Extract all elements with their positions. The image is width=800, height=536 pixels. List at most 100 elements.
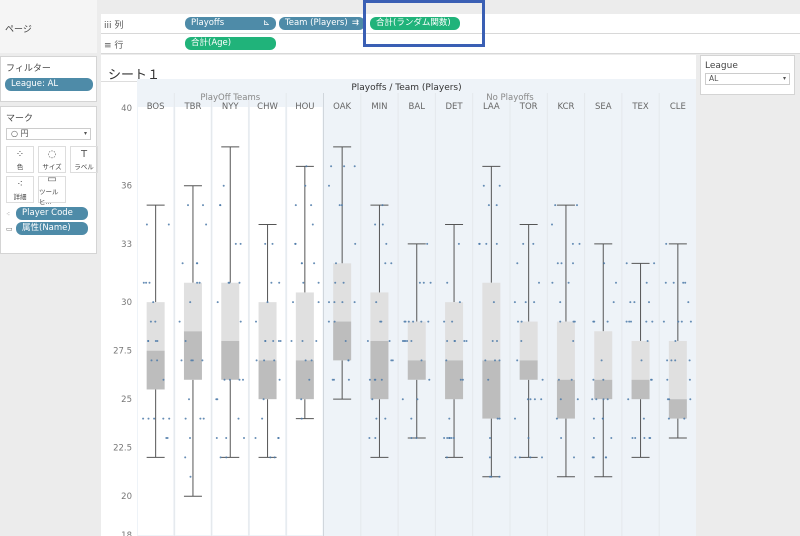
data-point (243, 437, 245, 439)
data-point (677, 320, 680, 323)
data-point (310, 204, 313, 207)
data-point (498, 359, 501, 362)
column-pill-random[interactable]: 合計(ランダム関数) (370, 17, 460, 30)
data-point (338, 204, 341, 207)
data-point (190, 359, 193, 362)
data-point (290, 340, 293, 342)
mark-button-detail[interactable]: ⁖ 詳細 (6, 176, 34, 203)
data-point (498, 417, 501, 420)
marks-fields: ⁖ Player Code ▭ 属性(Name) (1, 207, 96, 235)
data-point (381, 204, 384, 207)
mark-button-size[interactable]: ◌ サイズ (38, 146, 66, 173)
data-point (573, 320, 576, 323)
columns-shelf-label: iii 列 (104, 21, 124, 31)
box-upper-half (407, 321, 426, 361)
boxplot-chart[interactable]: Playoffs / Team (Players) PlayOff Teams No… (101, 55, 696, 536)
data-point (448, 437, 451, 439)
data-point (615, 281, 617, 284)
data-point (205, 223, 208, 226)
data-point (672, 281, 675, 284)
data-point (605, 456, 608, 459)
data-point (491, 340, 494, 342)
data-point (629, 301, 632, 304)
sort-icon: ⊾ (262, 18, 270, 28)
box-upper-half (183, 282, 202, 332)
box-lower-half (407, 360, 426, 380)
data-point (216, 301, 219, 304)
data-point (429, 281, 432, 284)
data-point (304, 359, 307, 362)
group-label-playoff: PlayOff Teams (200, 93, 260, 103)
data-point (571, 242, 574, 245)
data-point (688, 359, 691, 362)
data-point (448, 417, 451, 420)
data-point (342, 281, 345, 284)
data-point (570, 378, 573, 381)
box-lower-half (556, 379, 575, 419)
data-point (648, 437, 651, 439)
pill-text: 合計(Age) (191, 38, 232, 48)
data-point (665, 242, 668, 245)
data-point (495, 242, 498, 245)
data-point (427, 320, 430, 323)
data-point (554, 204, 557, 207)
label-icon: T (80, 148, 88, 160)
data-point (353, 165, 356, 168)
mark-button-color[interactable]: ⁘ 色 (6, 146, 34, 173)
data-point (294, 204, 297, 207)
columns-shelf[interactable]: iii 列 Playoffs ⊾ Team (Players) ⇉ 合計(ランダ… (101, 14, 800, 34)
data-point (162, 378, 165, 381)
data-point (300, 417, 303, 420)
data-point (152, 301, 155, 304)
pages-panel[interactable]: ページ (0, 0, 97, 53)
column-pill-team[interactable]: Team (Players) ⇉ (279, 17, 365, 30)
data-point (606, 398, 609, 401)
box-lower-half (445, 360, 464, 400)
data-point (498, 184, 501, 187)
data-point (592, 437, 595, 439)
data-point (591, 398, 594, 401)
data-point (148, 281, 151, 284)
league-filter-title: League (705, 61, 738, 71)
marks-field-pill[interactable]: 属性(Name) (16, 222, 88, 235)
team-label: OAK (333, 102, 351, 112)
league-filter-dropdown[interactable]: AL ▾ (705, 73, 790, 85)
box-upper-half (333, 263, 352, 322)
data-point (410, 340, 413, 342)
mark-type-dropdown[interactable]: ○ 円 ▾ (6, 128, 91, 140)
column-pill-playoffs[interactable]: Playoffs ⊾ (185, 17, 276, 30)
data-point (516, 359, 519, 362)
row-pill-age[interactable]: 合計(Age) (185, 37, 276, 50)
data-point (517, 320, 519, 323)
filter-pill-league[interactable]: League: AL (5, 78, 93, 91)
data-point (578, 242, 581, 245)
data-point (145, 223, 148, 226)
data-point (445, 359, 448, 362)
data-point (600, 359, 603, 362)
data-point (390, 262, 393, 265)
filters-panel: フィルター League: AL (0, 56, 97, 102)
data-point (341, 301, 344, 304)
data-point (451, 320, 454, 323)
data-point (689, 320, 692, 323)
marks-field-row: ⁖ Player Code (6, 207, 91, 220)
data-point (633, 301, 636, 304)
box-upper-half (258, 302, 277, 361)
mark-button-tooltip[interactable]: ▭ ツールヒ... (38, 174, 66, 206)
data-point (407, 320, 410, 323)
box-upper-half (221, 282, 240, 341)
worksheet-view[interactable]: シート１ Playoffs / Team (Players) PlayOff Te… (101, 55, 696, 536)
data-point (668, 398, 671, 401)
data-point (222, 184, 225, 187)
box-lower-half (482, 360, 501, 419)
y-tick-label: 30 (121, 298, 132, 308)
data-point (559, 398, 562, 401)
marks-field-pill[interactable]: Player Code (16, 207, 88, 220)
data-point (347, 378, 350, 381)
data-point (262, 398, 265, 401)
data-point (368, 437, 371, 439)
mark-button-label[interactable]: T ラベル (70, 146, 98, 173)
pill-text: Team (Players) (285, 18, 348, 28)
data-point (294, 242, 297, 245)
marks-panel: マーク ○ 円 ▾ ⁘ 色 ◌ サイズ T ラベル ⁖ 詳細 ▭ ツールヒ... ⁖ Player … (0, 106, 98, 254)
